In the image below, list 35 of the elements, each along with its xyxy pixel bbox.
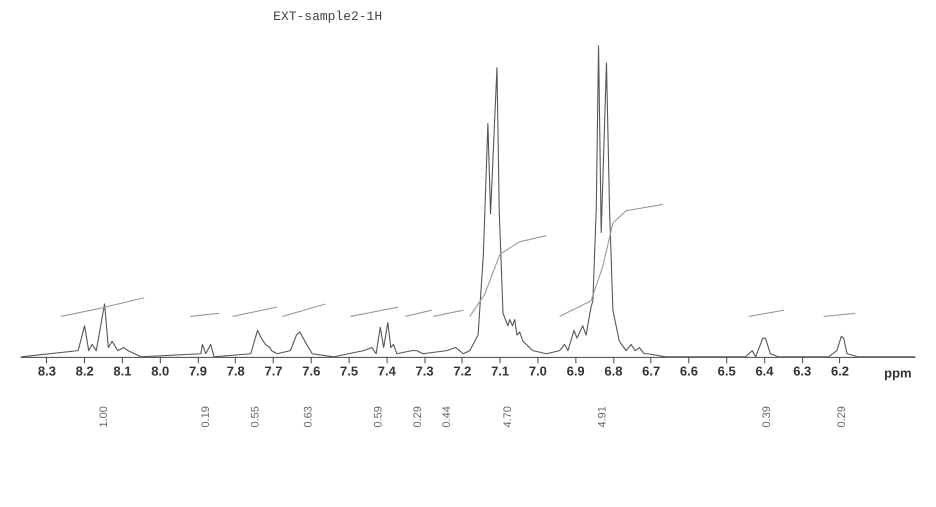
text: 0.59 — [372, 406, 384, 428]
x-tick-label: 6.2 — [830, 363, 850, 378]
x-tick-label: 6.5 — [718, 363, 736, 378]
text: 0.29 — [836, 406, 848, 428]
x-tick-label: 8.2 — [76, 363, 94, 378]
x-tick-label: 6.3 — [793, 363, 812, 378]
x-tick-label: 7.8 — [226, 363, 245, 378]
text: 0.39 — [760, 406, 773, 428]
chart-title: EXT-sample2-1H — [273, 9, 382, 24]
x-tick-label: 7.7 — [264, 363, 283, 378]
x-tick-label: 7.4 — [378, 363, 397, 378]
x-tick-label: 7.0 — [528, 363, 547, 378]
x-tick-label: 6.8 — [604, 363, 622, 378]
text: 4.70 — [502, 406, 514, 428]
x-tick-label: 8.3 — [38, 363, 56, 378]
x-tick-label: 7.3 — [416, 363, 434, 378]
x-tick-label: 7.6 — [302, 363, 320, 378]
x-tick-label: 6.4 — [755, 363, 774, 378]
text: 4.91 — [596, 406, 608, 428]
text: 0.63 — [302, 406, 315, 428]
x-tick-label: 6.7 — [642, 363, 660, 378]
x-tick-label: 7.2 — [453, 363, 472, 378]
text: 0.29 — [412, 406, 424, 428]
x-tick-label: 7.1 — [491, 363, 510, 378]
text: 1.00 — [98, 406, 110, 428]
text: 0.44 — [441, 406, 454, 428]
text: 0.55 — [250, 406, 262, 428]
x-tick-label: 6.6 — [680, 363, 698, 378]
x-tick-label: 7.5 — [340, 363, 358, 378]
x-tick-label: 6.9 — [566, 363, 585, 378]
x-tick-label: 7.9 — [188, 363, 207, 378]
x-tick-label: 8.1 — [113, 363, 132, 378]
text: 0.19 — [200, 406, 212, 428]
x-tick-label: 8.0 — [151, 363, 170, 378]
x-axis-title: ppm — [884, 365, 912, 380]
